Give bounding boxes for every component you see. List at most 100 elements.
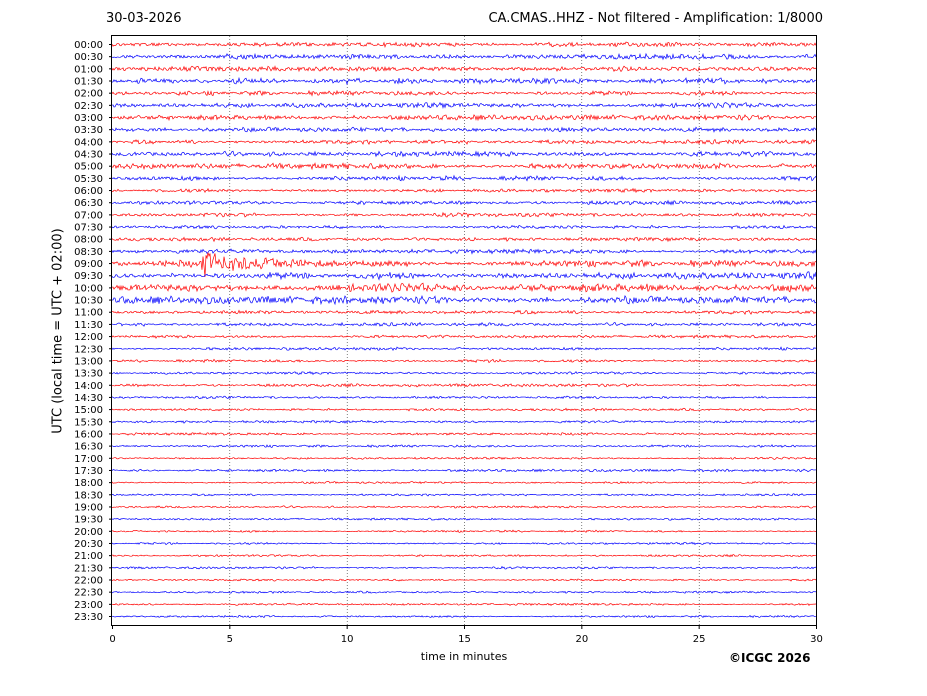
y-tick-label: 12:00	[74, 332, 103, 343]
y-tick-label: 11:00	[74, 308, 103, 319]
y-tick-label: 04:30	[74, 150, 103, 161]
x-tick-label: 0	[109, 634, 115, 645]
trace-0430	[111, 150, 817, 158]
y-tick-label: 01:00	[74, 64, 103, 75]
y-tick-label: 10:30	[74, 296, 103, 307]
y-tick-label: 06:30	[74, 198, 103, 209]
x-tick-label: 25	[693, 634, 706, 645]
trace-0530	[111, 174, 817, 182]
y-tick-label: 08:00	[74, 235, 103, 246]
x-tick-label: 15	[458, 634, 471, 645]
y-tick-label: 10:00	[74, 283, 103, 294]
y-tick-label: 16:30	[74, 442, 103, 453]
trace-1800	[111, 481, 817, 485]
y-tick-label: 16:00	[74, 429, 103, 440]
trace-1700	[111, 456, 817, 460]
trace-1230	[111, 346, 817, 351]
trace-0630	[111, 199, 817, 206]
y-tick-label: 14:00	[74, 381, 103, 392]
trace-1600	[111, 431, 817, 436]
copyright-label: ©ICGC 2026	[729, 651, 811, 665]
trace-2230	[111, 590, 817, 594]
trace-0330	[111, 126, 817, 133]
y-tick-label: 07:30	[74, 223, 103, 234]
trace-1030	[111, 294, 817, 306]
x-tick-label: 20	[575, 634, 588, 645]
trace-0000	[111, 41, 817, 49]
trace-1430	[111, 395, 817, 400]
trace-2200	[111, 578, 817, 582]
trace-2330	[111, 614, 817, 619]
trace-0800	[111, 236, 817, 243]
trace-1130	[111, 321, 817, 327]
y-tick-label: 05:00	[74, 162, 103, 173]
x-tick-label: 10	[341, 634, 354, 645]
trace-1900	[111, 505, 817, 509]
trace-0930	[111, 271, 817, 281]
trace-0900	[111, 252, 817, 277]
y-tick-label: 09:30	[74, 271, 103, 282]
trace-2100	[111, 553, 816, 558]
y-tick-label: 03:30	[74, 125, 103, 136]
y-tick-label: 21:00	[74, 551, 103, 562]
y-tick-label: 07:00	[74, 210, 103, 221]
trace-2030	[111, 541, 817, 546]
y-tick-label: 14:30	[74, 393, 103, 404]
y-tick-label: 22:30	[74, 588, 103, 599]
y-tick-label: 19:30	[74, 515, 103, 526]
y-tick-label: 01:30	[74, 77, 103, 88]
y-tick-label: 19:00	[74, 502, 103, 513]
y-tick-label: 22:00	[74, 575, 103, 586]
trace-1630	[111, 444, 817, 449]
trace-0130	[111, 76, 817, 86]
y-tick-label: 09:00	[74, 259, 103, 270]
x-tick-label: 5	[227, 634, 233, 645]
seismic-traces	[111, 41, 817, 619]
y-tick-label: 15:00	[74, 405, 103, 416]
trace-0300	[111, 114, 817, 122]
trace-0400	[111, 138, 817, 145]
y-tick-label: 00:30	[74, 52, 103, 63]
y-tick-label: 02:30	[74, 101, 103, 112]
y-tick-label: 21:30	[74, 563, 103, 574]
y-tick-label: 11:30	[74, 320, 103, 331]
y-tick-label: 03:00	[74, 113, 103, 124]
trace-1530	[111, 419, 817, 424]
trace-1100	[111, 309, 817, 316]
y-tick-label: 04:00	[74, 137, 103, 148]
trace-0730	[111, 224, 817, 230]
y-tick-label: 18:30	[74, 490, 103, 501]
y-tick-label: 18:00	[74, 478, 103, 489]
y-tick-label: 23:30	[74, 612, 103, 623]
trace-1730	[111, 468, 817, 473]
plot-frame	[111, 35, 817, 626]
trace-0200	[111, 89, 817, 97]
x-tick-label: 30	[810, 634, 823, 645]
y-tick-label: 20:00	[74, 527, 103, 538]
trace-0230	[111, 101, 817, 110]
trace-0100	[111, 65, 817, 73]
x-axis-ticks: 0 5 10 15 20 25 30	[109, 625, 823, 645]
y-tick-label: 13:00	[74, 356, 103, 367]
trace-0500	[111, 162, 817, 171]
trace-1400	[111, 383, 817, 388]
x-gridlines	[229, 36, 700, 625]
trace-1200	[111, 334, 817, 339]
trace-0030	[111, 52, 817, 61]
y-tick-label: 13:30	[74, 369, 103, 380]
trace-1330	[111, 370, 817, 376]
trace-1000	[111, 282, 817, 293]
trace-1300	[111, 358, 817, 364]
date-label: 30-03-2026	[106, 11, 182, 26]
trace-1930	[111, 517, 817, 521]
trace-2000	[111, 529, 817, 533]
y-tick-label: 02:00	[74, 89, 103, 100]
trace-1830	[111, 493, 817, 497]
y-axis-label: UTC (local time = UTC + 02:00)	[50, 228, 66, 434]
y-tick-label: 05:30	[74, 174, 103, 185]
x-axis-label: time in minutes	[420, 650, 508, 663]
y-tick-label: 08:30	[74, 247, 103, 258]
y-tick-label: 15:30	[74, 417, 103, 428]
